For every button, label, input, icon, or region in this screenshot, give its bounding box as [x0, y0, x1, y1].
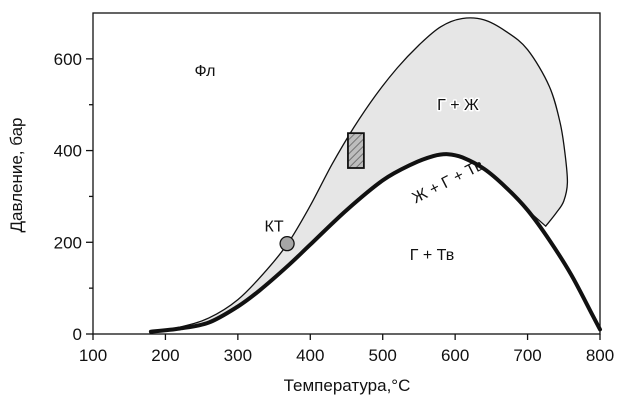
y-axis-title: Давление, бар	[7, 117, 26, 232]
hatched-marker-box	[347, 132, 365, 169]
x-tick-label: 200	[151, 346, 179, 365]
x-tick-label: 500	[369, 346, 397, 365]
region-label-gas-liquid: Г + Ж	[437, 97, 479, 114]
x-tick-label: 300	[224, 346, 252, 365]
y-tick-label: 200	[54, 233, 82, 252]
critical-point-label: КТ	[265, 219, 284, 236]
x-tick-label: 700	[513, 346, 541, 365]
plot-frame	[92, 12, 601, 335]
y-tick-label: 0	[73, 325, 82, 344]
x-tick-label: 100	[79, 346, 107, 365]
y-tick-label: 600	[54, 50, 82, 69]
y-tick-label: 400	[54, 142, 82, 161]
x-axis-ticks: 100 200 300 400 500 600 700 800	[79, 334, 614, 365]
y-axis-ticks: 0 200 400 600	[54, 50, 93, 344]
x-tick-label: 600	[441, 346, 469, 365]
region-label-liquid-gas-solid: Ж + Г + Тв	[410, 157, 487, 207]
region-label-gas-solid: Г + Тв	[410, 247, 454, 264]
three-phase-line	[148, 152, 602, 334]
x-tick-label: 800	[586, 346, 614, 365]
x-axis-title: Температура,°C	[284, 376, 411, 395]
region-label-fluid: Фл	[195, 63, 216, 80]
critical-point-marker	[279, 236, 295, 252]
x-tick-label: 400	[296, 346, 324, 365]
